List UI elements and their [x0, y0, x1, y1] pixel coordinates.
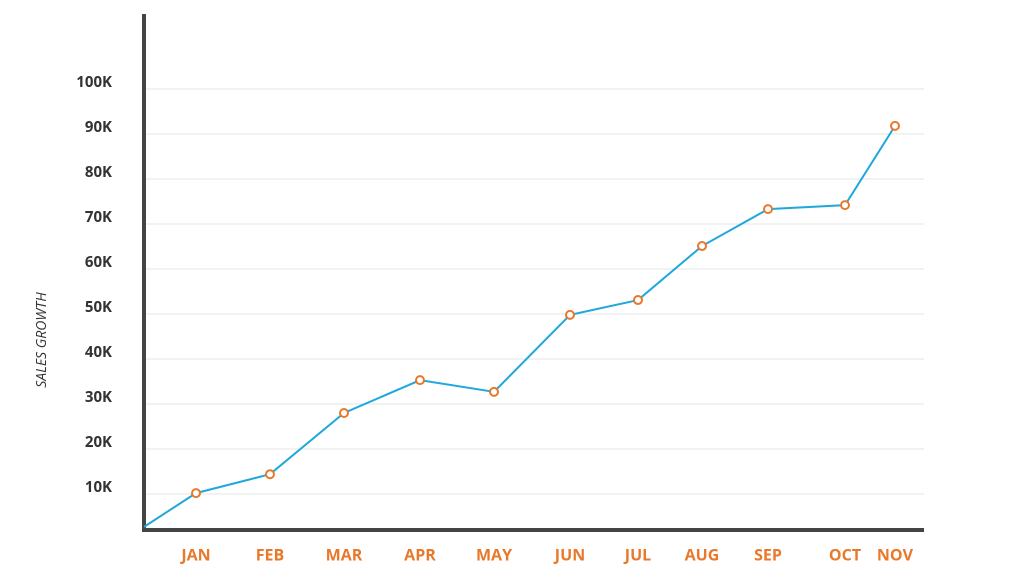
- point: [191, 488, 201, 499]
- y-tick-label: 30K: [85, 387, 112, 407]
- point: [339, 408, 349, 418]
- x-tick-label: JAN: [179, 543, 210, 565]
- y-tick-label: 50K: [85, 297, 112, 317]
- x-tick-label: JUN: [553, 543, 585, 565]
- y-tick-label: 70K: [85, 207, 112, 227]
- point: [697, 241, 707, 252]
- x-tick-label: OCT: [829, 543, 861, 565]
- point: [633, 295, 643, 306]
- x-tick-label: JUL: [623, 543, 651, 565]
- y-tick-label: 20K: [85, 432, 112, 452]
- y-axis-label: SALES GROWTH: [32, 292, 51, 388]
- y-tick-label: 60K: [85, 252, 112, 272]
- line: [143, 125, 896, 528]
- point: [489, 386, 499, 397]
- x-tick-label: MAY: [476, 543, 512, 565]
- y-tick-label: 100K: [76, 72, 112, 92]
- point: [565, 309, 575, 320]
- y-tick-label: 40K: [85, 342, 112, 362]
- point: [840, 200, 850, 211]
- x-tick-label: MAR: [326, 543, 363, 565]
- x-tick-label: FEB: [256, 543, 285, 565]
- x-tick-label: AUG: [685, 543, 720, 565]
- point: [763, 204, 773, 215]
- y-tick-label: 10K: [85, 477, 112, 497]
- point: [415, 375, 425, 386]
- point: [890, 120, 900, 131]
- y-tick-label: 90K: [85, 117, 112, 137]
- x-tick-label: NOV: [877, 543, 914, 565]
- x-tick-label: APR: [404, 543, 436, 565]
- x-tick-label: SEP: [754, 543, 782, 565]
- y-tick-label: 80K: [85, 162, 112, 182]
- point: [265, 469, 275, 480]
